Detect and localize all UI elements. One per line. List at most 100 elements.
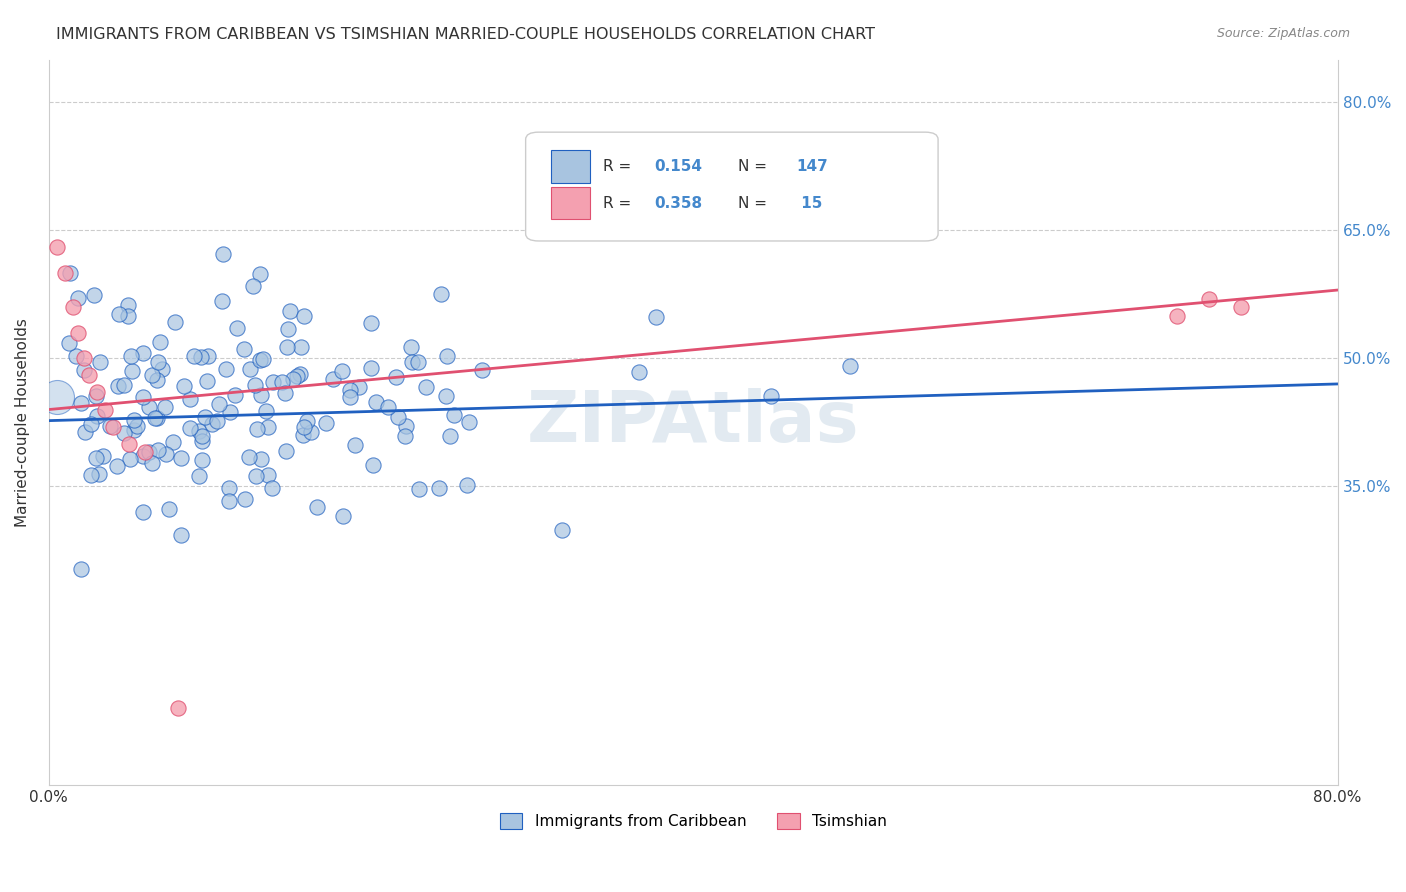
Point bbox=[190, 350, 212, 364]
Point bbox=[149, 334, 172, 349]
Point bbox=[394, 429, 416, 443]
Point bbox=[395, 419, 418, 434]
Point bbox=[415, 379, 437, 393]
Point bbox=[277, 321, 299, 335]
Point bbox=[66, 291, 89, 305]
Point bbox=[219, 405, 242, 419]
Point bbox=[839, 359, 862, 373]
Point bbox=[232, 343, 254, 357]
Point bbox=[295, 414, 318, 428]
Point bbox=[239, 362, 262, 376]
Point bbox=[471, 363, 494, 377]
Point bbox=[150, 362, 173, 376]
Point bbox=[121, 364, 143, 378]
Point bbox=[218, 481, 240, 495]
Point bbox=[84, 450, 107, 465]
Point bbox=[173, 378, 195, 392]
Point bbox=[187, 469, 209, 483]
Point bbox=[360, 316, 382, 330]
Point bbox=[208, 397, 231, 411]
Point bbox=[214, 361, 236, 376]
Point bbox=[254, 404, 277, 418]
Text: IMMIGRANTS FROM CARIBBEAN VS TSIMSHIAN MARRIED-COUPLE HOUSEHOLDS CORRELATION CHA: IMMIGRANTS FROM CARIBBEAN VS TSIMSHIAN M… bbox=[56, 27, 876, 42]
Text: R =: R = bbox=[603, 195, 636, 211]
Point bbox=[290, 340, 312, 354]
Point bbox=[195, 374, 218, 388]
Point bbox=[69, 396, 91, 410]
Point bbox=[262, 481, 284, 495]
Text: R =: R = bbox=[603, 160, 636, 175]
Point bbox=[436, 349, 458, 363]
Point bbox=[290, 367, 312, 381]
Point bbox=[262, 376, 284, 390]
Point bbox=[162, 434, 184, 449]
Point bbox=[377, 400, 399, 414]
Point bbox=[761, 389, 783, 403]
Point bbox=[439, 428, 461, 442]
Point bbox=[146, 411, 169, 425]
Point bbox=[132, 390, 155, 404]
Point bbox=[132, 505, 155, 519]
Point bbox=[122, 423, 145, 437]
Point bbox=[107, 379, 129, 393]
Point bbox=[249, 353, 271, 368]
Point bbox=[1230, 300, 1253, 314]
Point bbox=[271, 376, 294, 390]
Point bbox=[91, 450, 114, 464]
Point bbox=[399, 340, 422, 354]
Point bbox=[165, 315, 187, 329]
Point bbox=[118, 436, 141, 450]
Point bbox=[117, 309, 139, 323]
Point bbox=[83, 288, 105, 302]
Point bbox=[155, 401, 177, 415]
Text: 0.358: 0.358 bbox=[655, 195, 703, 211]
Point bbox=[98, 418, 121, 433]
Legend: Immigrants from Caribbean, Tsimshian: Immigrants from Caribbean, Tsimshian bbox=[494, 807, 893, 836]
Point bbox=[112, 378, 135, 392]
Point bbox=[224, 387, 246, 401]
Point bbox=[278, 303, 301, 318]
Point bbox=[243, 378, 266, 392]
Point bbox=[77, 368, 100, 383]
Point bbox=[283, 372, 305, 386]
Point bbox=[274, 385, 297, 400]
Point bbox=[191, 453, 214, 467]
Point bbox=[366, 394, 388, 409]
Point bbox=[79, 467, 101, 482]
Point bbox=[155, 448, 177, 462]
Point bbox=[347, 380, 370, 394]
Point bbox=[103, 419, 125, 434]
Point bbox=[245, 469, 267, 483]
Point bbox=[427, 481, 450, 495]
Point bbox=[179, 420, 201, 434]
Point bbox=[53, 266, 76, 280]
Point bbox=[122, 413, 145, 427]
Point bbox=[170, 450, 193, 465]
Point bbox=[211, 247, 233, 261]
Point bbox=[276, 340, 298, 354]
Bar bbox=[551, 150, 591, 183]
Text: N =: N = bbox=[738, 195, 772, 211]
Point bbox=[138, 401, 160, 415]
Point bbox=[218, 494, 240, 508]
Point bbox=[132, 449, 155, 463]
Point bbox=[551, 523, 574, 537]
Point bbox=[292, 309, 315, 323]
Point bbox=[112, 425, 135, 440]
Point bbox=[339, 390, 361, 404]
Point bbox=[58, 336, 80, 351]
Point bbox=[73, 425, 96, 439]
Point bbox=[1198, 292, 1220, 306]
Point bbox=[361, 458, 384, 472]
Point bbox=[107, 308, 129, 322]
Point bbox=[276, 444, 298, 458]
Point bbox=[285, 369, 308, 384]
Point bbox=[457, 415, 479, 429]
Point bbox=[401, 354, 423, 368]
Point bbox=[131, 345, 153, 359]
Point bbox=[299, 425, 322, 439]
Text: 15: 15 bbox=[796, 195, 823, 211]
Point bbox=[211, 293, 233, 308]
Point bbox=[141, 456, 163, 470]
Point bbox=[385, 370, 408, 384]
